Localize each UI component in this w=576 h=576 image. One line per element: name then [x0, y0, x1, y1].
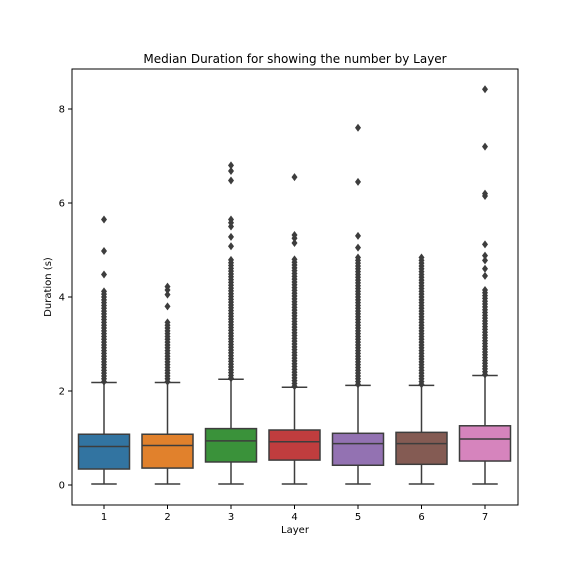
outlier-point — [228, 232, 234, 241]
outlier-point — [355, 231, 361, 240]
outlier-point — [164, 282, 171, 291]
outlier-point — [482, 285, 488, 294]
axes: 0 2 4 6 8 1 2 3 4 5 6 7 — [59, 105, 489, 524]
box-group-layer-4 — [268, 173, 321, 485]
outlier-point — [482, 271, 488, 280]
outlier-point — [101, 287, 107, 296]
box-iqr — [331, 432, 385, 467]
outlier-point — [482, 251, 488, 260]
x-axis-label: Layer — [281, 525, 310, 536]
x-tick-label: 7 — [482, 512, 488, 523]
box-iqr — [458, 425, 512, 462]
box-group-layer-7 — [458, 85, 512, 485]
plot-area — [77, 85, 512, 485]
x-tick-label: 6 — [418, 512, 424, 523]
outlier-point — [482, 142, 488, 151]
outlier-point — [291, 230, 298, 239]
outlier-point — [228, 161, 234, 170]
x-tick-label: 4 — [291, 512, 297, 523]
outlier-point — [228, 215, 234, 224]
y-tick-label: 8 — [59, 105, 65, 116]
outlier-point — [482, 240, 488, 249]
outlier-point — [355, 123, 361, 132]
outlier-point — [291, 238, 298, 247]
outlier-point — [291, 173, 298, 182]
y-tick-label: 6 — [59, 199, 65, 210]
x-tick-label: 3 — [228, 512, 234, 523]
outlier-point — [482, 85, 488, 94]
outlier-point — [228, 242, 234, 251]
box-iqr — [268, 429, 321, 461]
y-tick-label: 2 — [59, 387, 65, 398]
outlier-point — [355, 177, 361, 186]
outlier-point — [482, 189, 488, 198]
box-iqr — [204, 427, 258, 463]
outlier-point — [164, 302, 171, 311]
outlier-point — [164, 318, 171, 327]
outlier-point — [228, 255, 234, 264]
outlier-point — [355, 243, 361, 252]
y-axis-label: Duration (s) — [43, 257, 54, 317]
box-iqr — [395, 431, 448, 466]
chart-title: Median Duration for showing the number b… — [143, 52, 446, 66]
box-group-layer-6 — [395, 253, 448, 485]
outlier-point — [101, 270, 107, 279]
box-group-layer-5 — [331, 123, 385, 485]
outlier-point — [418, 253, 425, 262]
outlier-point — [101, 246, 107, 255]
outlier-point — [482, 264, 488, 273]
outlier-point — [291, 255, 298, 264]
box-iqr — [141, 433, 194, 469]
outlier-point — [164, 290, 171, 299]
box-group-layer-1 — [77, 215, 131, 485]
outlier-point — [482, 256, 488, 265]
x-tick-label: 2 — [164, 512, 170, 523]
outlier-point — [228, 176, 234, 185]
box-group-layer-2 — [141, 282, 194, 485]
y-tick-label: 4 — [59, 293, 65, 304]
box-group-layer-3 — [204, 161, 258, 485]
x-tick-label: 1 — [101, 512, 107, 523]
y-tick-label: 0 — [59, 481, 65, 492]
box-iqr — [77, 433, 131, 470]
outlier-point — [228, 167, 234, 176]
x-tick-label: 5 — [355, 512, 361, 523]
outlier-point — [355, 253, 361, 262]
outlier-point — [101, 215, 107, 224]
